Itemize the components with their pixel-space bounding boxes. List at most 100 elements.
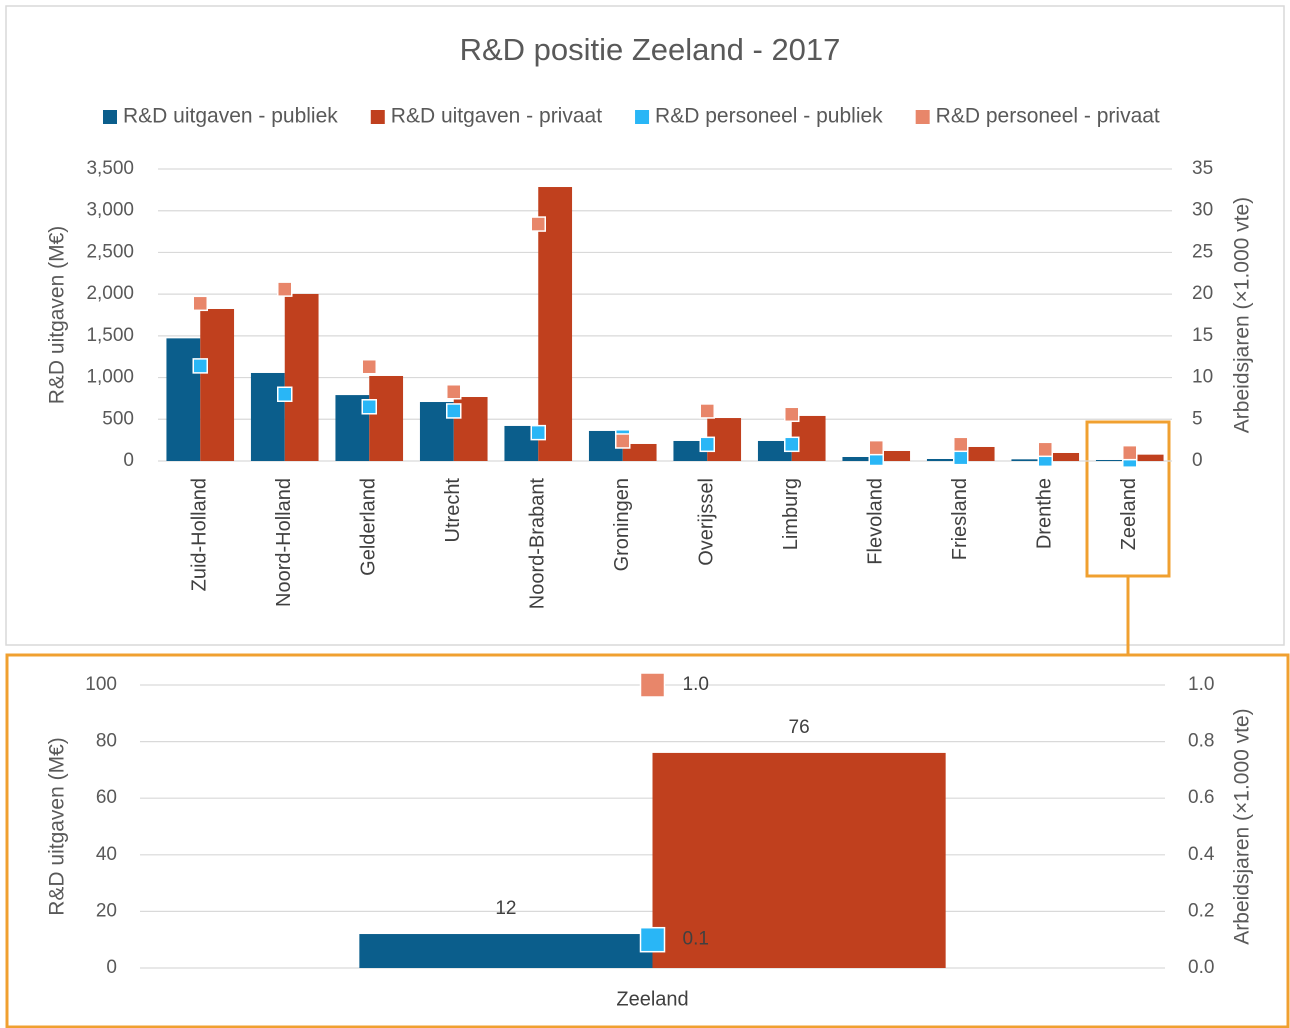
x-tick-label: Friesland	[949, 478, 971, 560]
marker	[446, 384, 462, 400]
legend-swatch	[103, 110, 117, 124]
zoom-frame	[5, 653, 1290, 1028]
x-tick-label: Utrecht	[442, 478, 464, 543]
x-tick-label: Gelderland	[358, 478, 380, 576]
marker	[639, 672, 666, 698]
marker	[1037, 441, 1053, 458]
y2-axis-title: Arbeidsjaren (×1.000 vte)	[1231, 708, 1254, 944]
y2-tick-label: 20	[1192, 283, 1213, 304]
y2-tick-label: 0.2	[1188, 900, 1214, 921]
y-tick-label: 2,000	[86, 283, 134, 304]
bar	[359, 934, 653, 968]
y-axis-title: R&D uitgaven (M€)	[46, 737, 69, 916]
marker	[361, 358, 377, 375]
y-tick-label: 500	[102, 408, 134, 429]
y-tick-label: 60	[96, 787, 117, 808]
legend-label: R&D uitgaven - privaat	[391, 105, 602, 128]
y2-tick-label: 0.8	[1188, 731, 1214, 752]
marker	[953, 436, 969, 453]
marker	[953, 449, 969, 466]
marker	[446, 403, 462, 419]
marker	[530, 216, 546, 232]
y2-tick-label: 25	[1192, 241, 1213, 262]
marker	[699, 436, 715, 453]
x-tick-label: Zeeland	[616, 988, 688, 1010]
bar	[622, 443, 657, 461]
bar	[673, 440, 708, 461]
y2-tick-label: 0.4	[1188, 844, 1215, 865]
value-label: 0.1	[683, 929, 709, 950]
y-tick-label: 1,500	[86, 325, 134, 346]
bar	[1129, 454, 1164, 461]
y-tick-label: 20	[96, 900, 117, 921]
marker	[530, 424, 546, 441]
bar	[250, 372, 285, 461]
marker	[277, 386, 293, 403]
value-label: 1.0	[683, 674, 709, 695]
marker	[868, 439, 884, 456]
legend-swatch	[370, 110, 385, 124]
y-tick-label: 2,500	[86, 241, 134, 262]
y-tick-label: 3,000	[86, 200, 134, 221]
bar	[538, 187, 573, 461]
x-tick-label: Limburg	[780, 478, 802, 550]
bar	[926, 458, 961, 461]
marker	[192, 295, 208, 312]
bar	[652, 752, 946, 968]
bar	[757, 440, 792, 461]
legend-label: R&D personeel - privaat	[936, 105, 1160, 128]
bar	[842, 456, 877, 461]
y-tick-label: 40	[96, 844, 117, 865]
bar	[876, 450, 911, 461]
y2-tick-label: 15	[1192, 325, 1213, 346]
x-tick-label: Zuid-Holland	[189, 478, 211, 591]
marker	[277, 281, 293, 297]
legend-label: R&D personeel - publiek	[655, 105, 883, 128]
bar	[1095, 459, 1130, 461]
value-label: 76	[789, 717, 810, 738]
marker	[639, 926, 666, 953]
marker	[361, 399, 377, 415]
bar	[200, 308, 235, 461]
bar	[369, 375, 404, 461]
y-axis-title: R&D uitgaven (M€)	[46, 226, 69, 405]
x-tick-label: Noord-Brabant	[527, 478, 549, 610]
x-tick-label: Flevoland	[865, 478, 887, 565]
marker	[784, 436, 800, 453]
x-tick-label: Drenthe	[1034, 478, 1056, 549]
y-tick-label: 1,000	[86, 367, 134, 388]
x-tick-label: Overijssel	[696, 478, 718, 566]
legend-swatch	[915, 110, 930, 124]
y2-axis-title: Arbeidsjaren (×1.000 vte)	[1231, 197, 1254, 433]
marker	[784, 406, 800, 423]
bar	[166, 338, 201, 461]
y2-tick-label: 10	[1192, 367, 1213, 388]
y-tick-label: 100	[85, 674, 117, 695]
value-label: 12	[495, 898, 516, 919]
y-tick-label: 80	[96, 731, 117, 752]
x-tick-label: Zeeland	[1118, 478, 1140, 550]
marker	[615, 433, 631, 449]
y-tick-label: 0	[123, 450, 134, 471]
y2-tick-label: 0	[1192, 450, 1203, 471]
y2-tick-label: 0.6	[1188, 787, 1214, 808]
marker	[699, 403, 715, 419]
bar	[1045, 452, 1080, 461]
y2-tick-label: 5	[1192, 408, 1203, 429]
y2-tick-label: 0.0	[1188, 957, 1214, 978]
marker	[1122, 444, 1138, 461]
y2-tick-label: 35	[1192, 158, 1213, 179]
marker	[192, 358, 208, 374]
x-tick-label: Groningen	[611, 478, 633, 571]
legend-swatch	[635, 110, 650, 124]
chart-title: R&D positie Zeeland - 2017	[460, 32, 841, 67]
y2-tick-label: 1.0	[1188, 674, 1214, 695]
x-tick-label: Noord-Holland	[273, 478, 295, 607]
bar	[960, 446, 995, 461]
bar	[284, 293, 319, 461]
y-tick-label: 0	[106, 957, 117, 978]
y-tick-label: 3,500	[86, 158, 134, 179]
y2-tick-label: 30	[1192, 200, 1213, 221]
bar	[1011, 459, 1046, 461]
